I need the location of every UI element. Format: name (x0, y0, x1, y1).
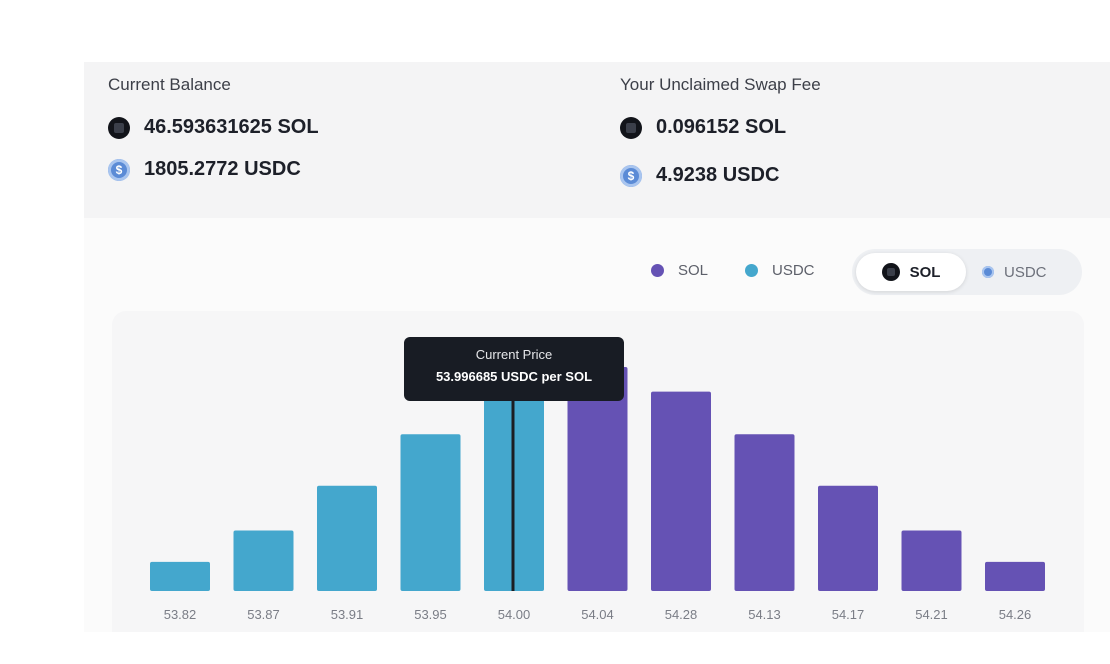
unclaimed-fee-title: Your Unclaimed Swap Fee (620, 75, 821, 94)
usdc-icon (108, 158, 130, 181)
legend-sol-label: SOL (678, 262, 709, 279)
balance-usdc-row: 1805.2772 USDC (108, 158, 301, 181)
bar-sol-54.28[interactable] (651, 391, 711, 591)
fee-usdc-row: 4.9238 USDC (620, 164, 779, 187)
token-toggle: SOL USDC (852, 249, 1082, 295)
usdc-icon (982, 266, 994, 278)
tooltip-value: 53.996685 USDC per SOL (435, 369, 593, 384)
sol-icon (620, 116, 642, 139)
sol-icon (881, 263, 900, 281)
balance-sol-value: 46.593631625 SOL (144, 116, 319, 138)
bar-usdc-53.87[interactable] (233, 530, 294, 591)
bar-sol-54.26[interactable] (985, 561, 1045, 591)
liquidity-distribution-chart: 53.82 53.87 53.91 53.95 54.00 54.04 54.28 54.13… (150, 367, 1045, 622)
tooltip-title: Current Price (475, 347, 553, 362)
x-tick-label: 54.28 (665, 607, 698, 622)
x-tick-label: 53.87 (247, 607, 280, 622)
toggle-sol-label: SOL (909, 263, 941, 281)
current-balance-title: Current Balance (108, 75, 231, 94)
bar-usdc-53.95[interactable] (400, 434, 461, 591)
balances-section: Current Balance 46.593631625 SOL 1805.27… (84, 62, 1110, 218)
x-tick-label: 53.95 (414, 607, 447, 622)
x-tick-label: 54.17 (832, 607, 865, 622)
toggle-usdc-label: USDC (1004, 263, 1047, 281)
balance-sol-row: 46.593631625 SOL (108, 116, 319, 139)
balance-usdc-value: 1805.2772 USDC (144, 158, 301, 180)
x-tick-label: 54.21 (915, 607, 948, 622)
bar-usdc-53.91[interactable] (317, 485, 377, 591)
x-tick-label: 53.91 (331, 607, 364, 622)
bar-sol-54.04[interactable] (567, 367, 628, 591)
bar-sol-54.21[interactable] (901, 530, 962, 591)
fee-sol-row: 0.096152 SOL (620, 116, 786, 139)
x-tick-label: 54.26 (999, 607, 1032, 622)
toggle-sol-button[interactable]: SOL (856, 253, 966, 291)
legend-usdc: USDC (745, 262, 815, 279)
bar-sol-54.17[interactable] (818, 485, 878, 591)
fee-usdc-value: 4.9238 USDC (656, 164, 780, 186)
bar-sol-54.13[interactable] (734, 434, 795, 591)
x-tick-label: 54.13 (748, 607, 781, 622)
toggle-usdc-button[interactable]: USDC (982, 253, 1078, 291)
current-price-tooltip: Current Price 53.996685 USDC per SOL (404, 337, 624, 401)
sol-icon (108, 116, 130, 139)
usdc-icon (620, 164, 642, 187)
legend-usdc-label: USDC (772, 262, 815, 279)
legend-usdc-dot (745, 264, 758, 277)
x-tick-label: 54.04 (581, 607, 614, 622)
fee-sol-value: 0.096152 SOL (656, 116, 787, 138)
x-tick-label: 53.82 (164, 607, 197, 622)
legend-sol: SOL (651, 262, 708, 279)
x-tick-label: 54.00 (498, 607, 531, 622)
bar-usdc-53.82[interactable] (150, 561, 210, 591)
legend-sol-dot (651, 264, 664, 277)
